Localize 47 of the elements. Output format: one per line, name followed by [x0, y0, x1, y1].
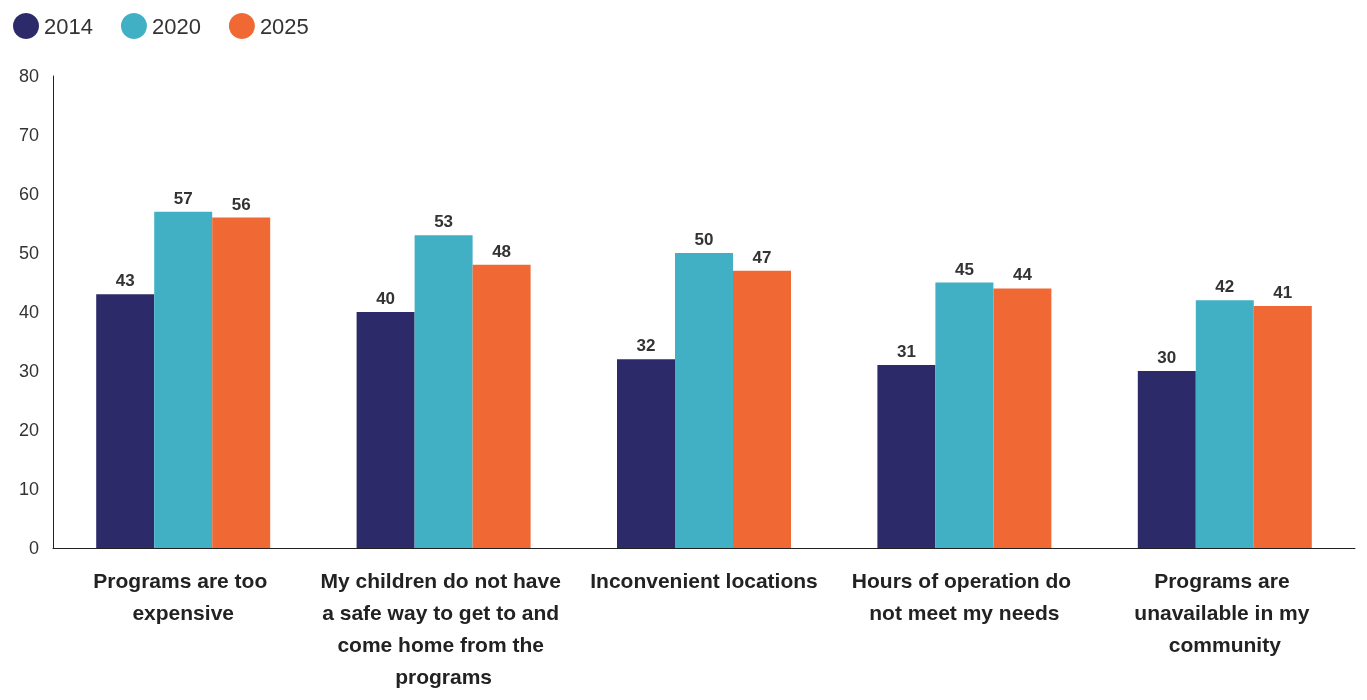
data-label: 45	[954, 259, 974, 279]
x-tick-label: Programs are unavailable in my community	[1134, 568, 1316, 656]
bar	[675, 253, 733, 548]
legend-label: 2014	[44, 13, 93, 39]
data-label: 57	[173, 188, 193, 208]
y-tick-label: 10	[18, 479, 39, 499]
y-tick-label: 0	[28, 538, 39, 558]
bar	[1137, 371, 1196, 548]
bar	[356, 312, 415, 548]
data-label: 43	[115, 271, 135, 291]
bar	[877, 365, 936, 548]
data-label: 56	[231, 194, 251, 214]
data-label: 50	[694, 230, 714, 249]
bar	[733, 270, 791, 548]
data-label: 40	[376, 289, 396, 308]
x-tick-label: Inconvenient locations	[590, 568, 818, 592]
bar	[414, 235, 473, 548]
data-label: 44	[1012, 265, 1033, 285]
data-label: 41	[1273, 283, 1293, 303]
bar	[154, 211, 213, 548]
data-label: 47	[752, 247, 772, 267]
y-tick-label: 30	[18, 361, 39, 381]
bar	[1195, 300, 1254, 548]
y-tick-label: 60	[18, 184, 39, 204]
x-tick-label: Programs are too expensive	[93, 568, 274, 624]
bar	[96, 294, 155, 548]
bar	[935, 282, 994, 548]
y-tick-label: 20	[18, 420, 39, 440]
data-label: 53	[434, 212, 454, 232]
legend-label: 2020	[151, 13, 201, 39]
bar	[993, 288, 1052, 548]
y-tick-label: 80	[18, 66, 39, 86]
bar	[212, 217, 271, 548]
data-label: 48	[492, 241, 512, 261]
y-tick-label: 70	[18, 125, 39, 145]
data-label: 32	[636, 336, 656, 356]
y-tick-label: 40	[18, 302, 39, 322]
data-label: 30	[1157, 348, 1177, 367]
bar	[617, 359, 675, 548]
data-label: 42	[1215, 277, 1235, 297]
x-tick-label: My children do not have a safe way to get to and come home from the programs	[320, 568, 567, 688]
data-label: 31	[896, 342, 916, 362]
bar	[472, 264, 531, 548]
x-tick-label: Hours of operation do not meet my needs	[851, 568, 1077, 624]
legend-label: 2025	[259, 13, 309, 39]
bar	[1253, 306, 1312, 548]
y-tick-label: 50	[18, 243, 39, 263]
